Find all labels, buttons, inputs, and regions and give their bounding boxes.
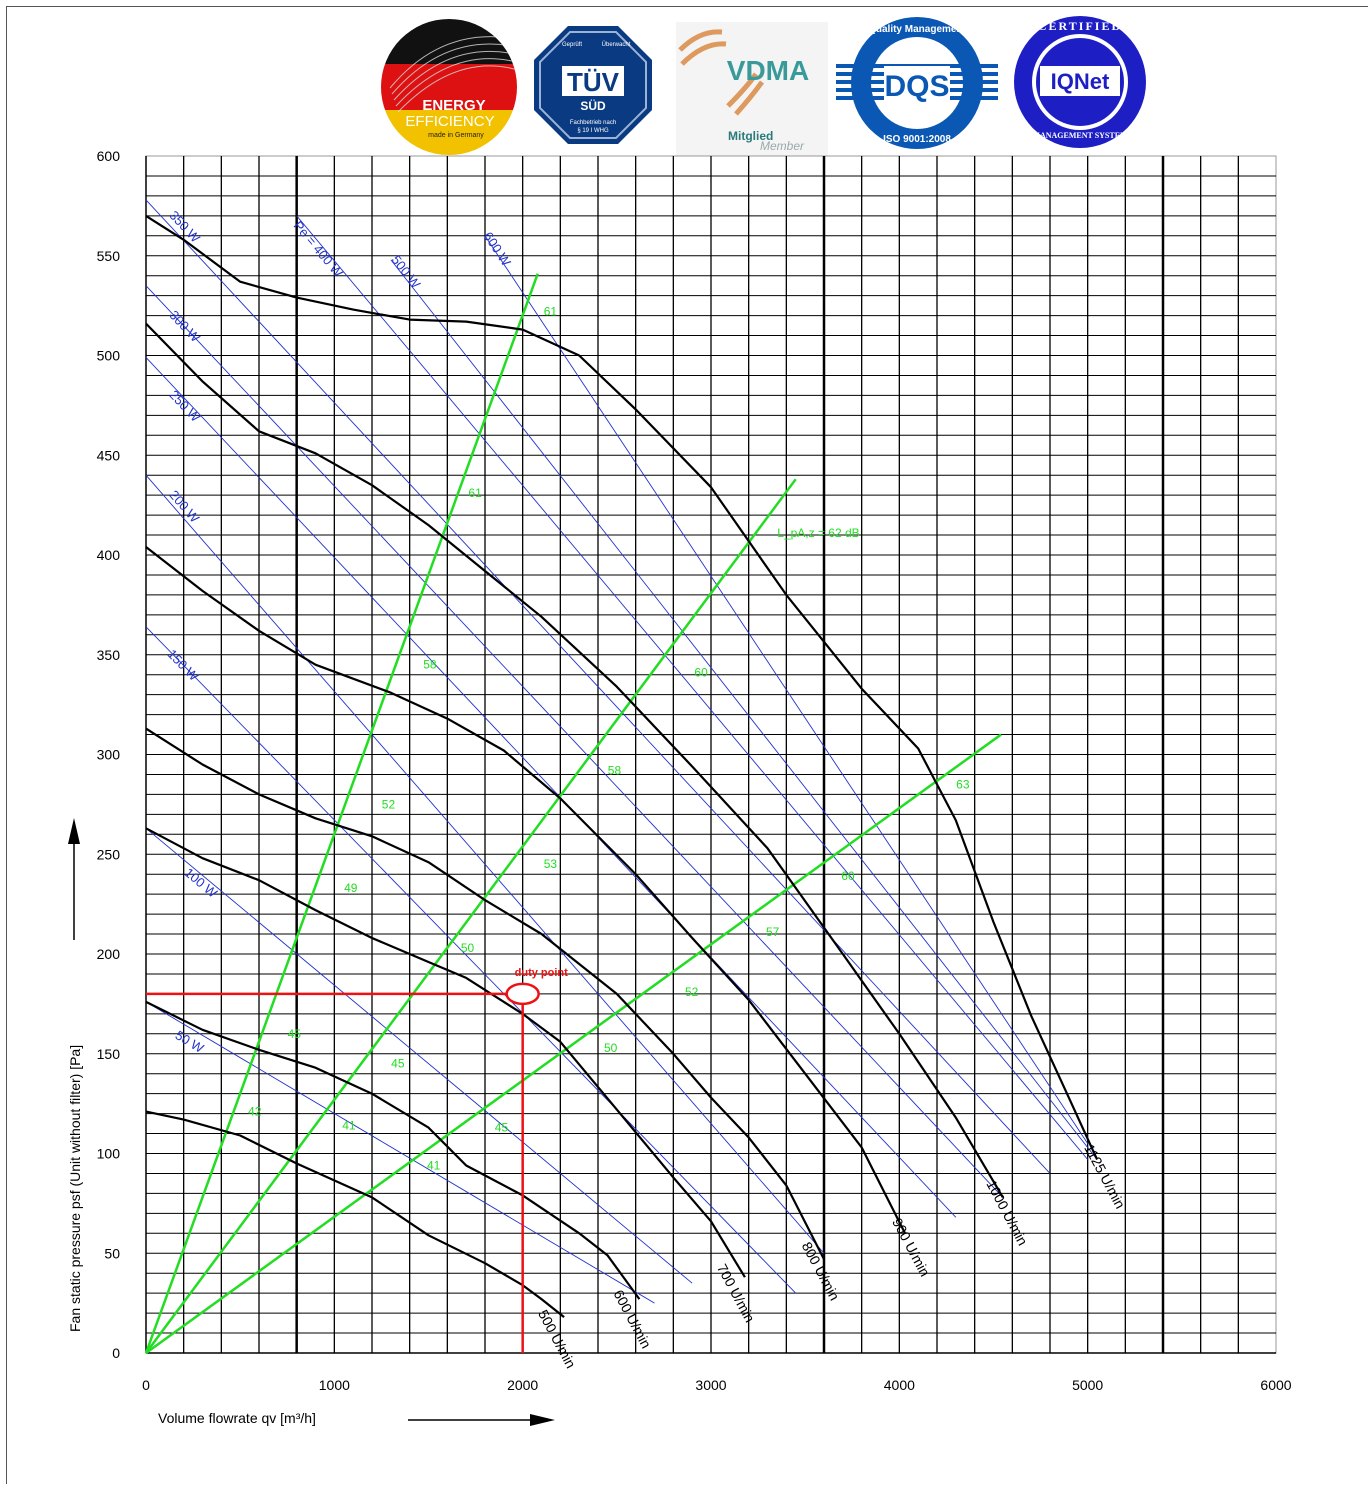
power-line — [145, 285, 1004, 1198]
grid — [145, 155, 1277, 1354]
x-tick-label: 3000 — [695, 1377, 726, 1393]
iqnet-logo: IQNet CERTIFIED MANAGEMENT SYSTEM — [1012, 14, 1148, 150]
svg-text:Mitglied: Mitglied — [728, 129, 773, 143]
y-axis-arrow — [68, 818, 80, 940]
chart-frame — [6, 6, 1368, 1484]
svg-text:Fachbetrieb nach: Fachbetrieb nach — [570, 120, 616, 126]
noise-label: 50 — [604, 1041, 618, 1055]
x-axis-label: Volume flowrate qv [m³/h] — [158, 1410, 316, 1426]
speed-curve — [145, 1000, 641, 1300]
speed-curve — [145, 214, 1099, 1160]
power-line — [145, 626, 797, 1294]
y-tick-label: 50 — [104, 1245, 120, 1261]
svg-text:§ 19 I WHG: § 19 I WHG — [577, 128, 609, 134]
svg-text:MANAGEMENT SYSTEM: MANAGEMENT SYSTEM — [1032, 131, 1128, 140]
svg-text:VDMA: VDMA — [727, 55, 809, 86]
y-tick-label: 550 — [97, 248, 121, 264]
power-line — [390, 259, 1098, 1160]
noise-label: 45 — [495, 1121, 509, 1135]
svg-text:DQS: DQS — [884, 70, 949, 103]
speed-curve — [145, 1110, 565, 1318]
noise-label: 41 — [427, 1158, 441, 1172]
noise-line — [144, 478, 797, 1354]
noise-label: 52 — [382, 797, 396, 811]
svg-text:CERTIFIED: CERTIFIED — [1038, 19, 1122, 33]
y-tick-label: 100 — [97, 1146, 121, 1162]
svg-text:EFFICIENCY: EFFICIENCY — [405, 113, 494, 130]
svg-text:ISO 9001:2008: ISO 9001:2008 — [883, 134, 951, 145]
svg-text:SÜD: SÜD — [580, 98, 606, 113]
duty-point-label: duty point — [515, 967, 568, 979]
noise-label: 52 — [685, 985, 699, 999]
noise-label: 58 — [423, 658, 437, 672]
power-line — [484, 235, 1089, 1144]
duty-point-marker — [505, 982, 540, 1006]
power-line — [145, 474, 825, 1254]
vdma-logo: VDMA Mitglied Member — [676, 22, 828, 156]
noise-label: 63 — [956, 777, 970, 791]
tuv-sud-logo: TÜV SÜD Geprüft Überwacht Fachbetrieb na… — [532, 24, 654, 146]
svg-text:Überwacht: Überwacht — [602, 41, 631, 48]
y-tick-label: 600 — [97, 148, 121, 164]
noise-label: 41 — [342, 1119, 356, 1133]
x-tick-label: 6000 — [1260, 1377, 1291, 1393]
x-tick-label: 4000 — [884, 1377, 915, 1393]
y-tick-label: 200 — [97, 946, 121, 962]
svg-text:TÜV: TÜV — [567, 67, 620, 97]
power-line — [145, 199, 1051, 1174]
noise-label: 53 — [544, 857, 558, 871]
svg-text:ENERGY: ENERGY — [422, 97, 485, 114]
energy-efficiency-logo: ENERGY EFFICIENCY made in Germany — [380, 18, 518, 156]
duty-point-markers: duty point — [146, 967, 568, 1353]
power-line — [145, 357, 957, 1218]
y-tick-label: 400 — [97, 547, 121, 563]
noise-lines: 42 45 49 52 58 61 61 41 45 50 53 58 60 L_pA,z = 62 dB… — [144, 273, 1002, 1355]
x-tick-label: 2000 — [507, 1377, 538, 1393]
y-tick-label: 350 — [97, 647, 121, 663]
noise-label: 57 — [766, 925, 780, 939]
speed-curve — [145, 546, 906, 1234]
y-tick-label: 150 — [97, 1046, 121, 1062]
svg-text:Quality Management: Quality Management — [868, 24, 966, 35]
noise-line — [145, 733, 1002, 1355]
x-tick-label: 0 — [142, 1377, 150, 1393]
y-tick-label: 300 — [97, 747, 121, 763]
noise-label: 49 — [344, 881, 358, 895]
speed-curve — [145, 827, 746, 1278]
noise-label: 60 — [694, 666, 708, 680]
speed-curve — [145, 322, 1004, 1198]
noise-line — [144, 273, 539, 1354]
x-axis-arrow — [408, 1414, 555, 1426]
x-tick-label: 1000 — [319, 1377, 350, 1393]
y-tick-label: 250 — [97, 846, 121, 862]
svg-text:Member: Member — [760, 139, 805, 153]
noise-label: 45 — [391, 1057, 405, 1071]
noise-label: 60 — [841, 869, 855, 883]
noise-label: 61 — [468, 486, 482, 500]
noise-label: 50 — [461, 941, 475, 955]
y-axis-label: Fan static pressure psf (Unit without fi… — [67, 1045, 83, 1332]
speed-curve — [145, 727, 825, 1260]
power-line — [145, 1001, 655, 1304]
svg-text:IQNet: IQNet — [1051, 69, 1110, 94]
noise-label: 61 — [544, 305, 558, 319]
svg-text:Geprüft: Geprüft — [562, 42, 582, 48]
power-line — [296, 215, 1089, 1160]
noise-label: 45 — [288, 1027, 302, 1041]
noise-label: 58 — [608, 763, 622, 777]
y-tick-label: 0 — [112, 1345, 120, 1361]
x-tick-label: 5000 — [1072, 1377, 1103, 1393]
y-tick-label: 450 — [97, 447, 121, 463]
y-tick-label: 500 — [97, 348, 121, 364]
noise-label: 42 — [248, 1105, 262, 1119]
axes: Volume flowrate qv [m³/h] Fan static pre… — [67, 148, 1292, 1426]
noise-label: L_pA,z = 62 dB — [777, 526, 859, 540]
svg-text:made in Germany: made in Germany — [428, 132, 484, 139]
power-line — [145, 827, 693, 1284]
dqs-iso-logo: DQS Quality Management ISO 9001:2008 — [836, 14, 998, 152]
